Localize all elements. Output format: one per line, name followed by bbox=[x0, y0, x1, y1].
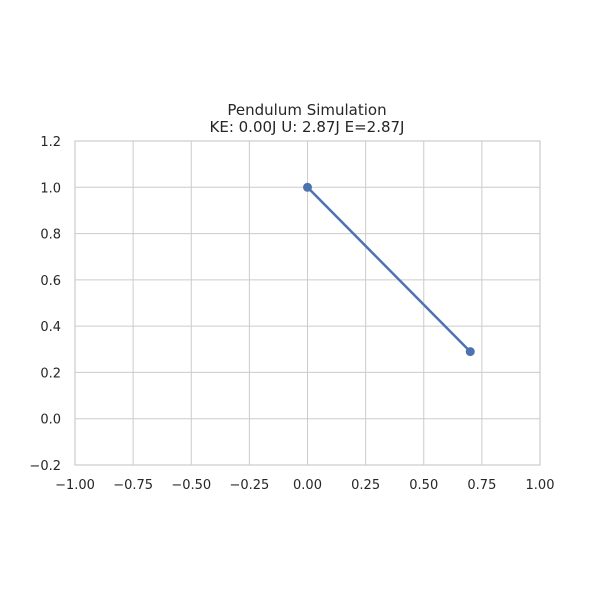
x-tick-label: −0.50 bbox=[171, 478, 211, 493]
x-tick-label: 0.25 bbox=[351, 478, 380, 493]
x-tick-labels: −1.00 −0.75 −0.50 −0.25 0.00 0.25 0.50 0.75 1.00 bbox=[55, 478, 554, 493]
y-tick-label: 1.2 bbox=[40, 135, 61, 150]
y-tick-label: 0.6 bbox=[40, 274, 61, 289]
plot-frame bbox=[74, 140, 541, 466]
y-tick-label: −0.2 bbox=[29, 459, 61, 474]
y-tick-label: 1.0 bbox=[40, 181, 61, 196]
chart-subtitle: KE: 0.00J U: 2.87J E=2.87J bbox=[210, 118, 405, 136]
x-tick-label: 1.00 bbox=[526, 478, 555, 493]
plot-area bbox=[74, 140, 541, 466]
y-tick-label: 0.8 bbox=[40, 228, 61, 243]
x-tick-label: 0.75 bbox=[467, 478, 496, 493]
pendulum-rod bbox=[306, 186, 472, 353]
chart-title: Pendulum Simulation bbox=[227, 101, 386, 119]
x-tick-label: −0.75 bbox=[113, 478, 153, 493]
y-tick-labels: −0.2 0.0 0.2 0.4 0.6 0.8 1.0 1.2 bbox=[29, 135, 61, 474]
x-tick-label: 0.50 bbox=[409, 478, 438, 493]
pivot-point bbox=[303, 182, 312, 192]
x-tick-label: −0.25 bbox=[229, 478, 269, 493]
series-layer bbox=[303, 182, 475, 357]
bob-point bbox=[465, 347, 475, 357]
y-tick-label: 0.2 bbox=[40, 366, 61, 381]
y-tick-label: 0.4 bbox=[40, 320, 61, 335]
x-tick-label: 0.00 bbox=[293, 478, 322, 493]
x-tick-label: −1.00 bbox=[55, 478, 95, 493]
y-tick-label: 0.0 bbox=[40, 413, 61, 428]
